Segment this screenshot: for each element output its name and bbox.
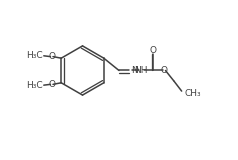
Text: O: O: [48, 80, 55, 89]
Text: O: O: [161, 66, 168, 75]
Text: O: O: [150, 46, 157, 56]
Text: N: N: [131, 66, 138, 75]
Text: H₃C: H₃C: [26, 51, 43, 60]
Text: H₃C: H₃C: [26, 81, 43, 90]
Text: NH: NH: [134, 66, 148, 75]
Text: CH₃: CH₃: [184, 88, 201, 97]
Text: O: O: [48, 52, 55, 61]
